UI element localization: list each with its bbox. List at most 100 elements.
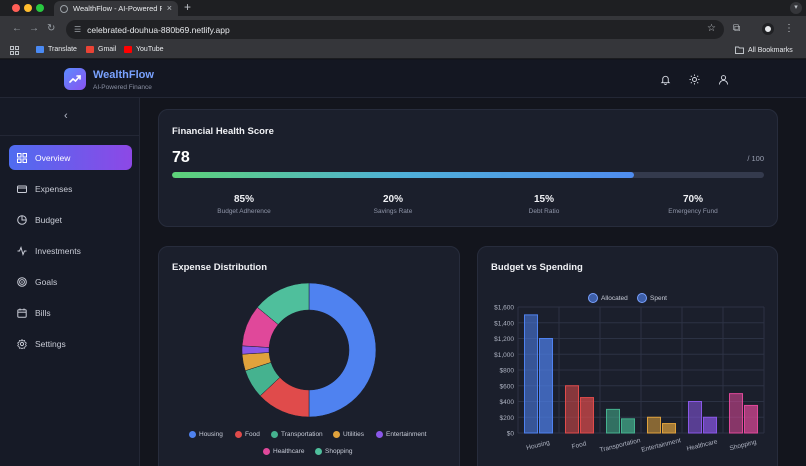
extensions-icon[interactable]: ⧉	[733, 23, 741, 34]
sidebar-item-overview[interactable]: Overview	[9, 145, 132, 170]
card-title: Expense Distribution	[172, 262, 268, 273]
legend-item-food[interactable]: Food	[235, 431, 260, 438]
bookmark-label: Gmail	[98, 46, 117, 53]
bar-entertainment-spent[interactable]	[662, 423, 676, 434]
legend-swatch	[235, 431, 242, 438]
legend-swatch	[263, 448, 270, 455]
bar-housing-allocated[interactable]	[524, 314, 538, 434]
donut-slice-shopping[interactable]	[257, 282, 310, 325]
y-tick-label: $1,200	[494, 336, 514, 343]
bookmark-star-icon[interactable]: ☆	[707, 23, 716, 34]
card-icon	[17, 185, 27, 193]
all-bookmarks[interactable]: All Bookmarks	[735, 46, 793, 54]
new-tab-button[interactable]: +	[184, 0, 192, 14]
target-icon	[17, 276, 27, 287]
legend-item-housing[interactable]: Housing	[189, 431, 223, 438]
bar-transportation-allocated[interactable]	[606, 408, 620, 434]
x-tick-label: Shopping	[729, 439, 758, 453]
legend-item-allocated[interactable]: Allocated	[588, 293, 628, 303]
x-tick-label: Healthcare	[686, 438, 719, 452]
bar-shopping-spent[interactable]	[744, 404, 758, 434]
app-header: WealthFlow AI-Powered Finance	[0, 60, 806, 98]
bookmark-gmail[interactable]: Gmail	[86, 46, 116, 53]
metric-debt-ratio: 15% Debt Ratio	[484, 194, 604, 215]
apps-grid-icon[interactable]	[10, 46, 19, 55]
tab-close-icon[interactable]: ×	[166, 3, 172, 13]
legend-item-transportation[interactable]: Transportation	[271, 431, 323, 438]
window-maximize-button[interactable]	[36, 4, 44, 12]
legend-label: Spent	[650, 294, 667, 302]
reload-icon[interactable]: ↻	[47, 23, 56, 34]
bell-icon[interactable]	[659, 73, 671, 85]
url-text: celebrated-douhua-880b69.netlify.app	[87, 24, 230, 35]
address-bar[interactable]: ☰ celebrated-douhua-880b69.netlify.app ☆	[66, 20, 724, 39]
bar-entertainment-allocated[interactable]	[647, 416, 661, 434]
window-close-button[interactable]	[12, 4, 20, 12]
y-tick-label: $400	[500, 399, 515, 406]
legend-swatch	[333, 431, 340, 438]
site-info-icon[interactable]: ☰	[74, 25, 82, 34]
sidebar-item-investments[interactable]: Investments	[9, 238, 132, 263]
folder-icon	[735, 46, 744, 54]
financial-health-card: Financial Health Score 78 / 100 85% Budg…	[158, 109, 778, 227]
legend-label: Housing	[199, 431, 223, 438]
bookmark-translate[interactable]: Translate	[36, 46, 77, 53]
sidebar-item-goals[interactable]: Goals	[9, 269, 132, 294]
card-title: Financial Health Score	[172, 126, 274, 137]
y-tick-label: $200	[500, 415, 515, 422]
forward-icon[interactable]: →	[29, 23, 39, 34]
donut-slice-housing[interactable]	[308, 282, 377, 418]
window-minimize-button[interactable]	[24, 4, 32, 12]
sidebar-item-budget[interactable]: Budget	[9, 207, 132, 232]
chevron-left-icon[interactable]: ‹	[64, 110, 68, 122]
gmail-icon	[86, 46, 94, 53]
legend-item-entertainment[interactable]: Entertainment	[376, 431, 426, 438]
browser-tab[interactable]: WealthFlow - AI-Powered Pe ×	[54, 1, 178, 16]
sidebar-item-settings[interactable]: Settings	[9, 331, 132, 356]
brand-tagline: AI-Powered Finance	[93, 84, 152, 91]
metric-budget-adherence: 85% Budget Adherence	[184, 194, 304, 215]
legend-label: Entertainment	[386, 431, 427, 438]
metric-label: Emergency Fund	[668, 208, 718, 215]
user-icon[interactable]	[717, 73, 729, 85]
sun-icon[interactable]	[688, 73, 700, 85]
legend-item-healthcare[interactable]: Healthcare	[263, 448, 304, 455]
sidebar-item-label: Investments	[35, 245, 81, 256]
tab-search-icon[interactable]: ▾	[790, 2, 802, 14]
x-tick-label: Housing	[526, 439, 551, 452]
bar-food-spent[interactable]	[580, 397, 594, 434]
sidebar-item-label: Bills	[35, 307, 51, 318]
bookmark-youtube[interactable]: YouTube	[124, 46, 164, 53]
legend-swatch	[189, 431, 196, 438]
legend-item-shopping[interactable]: Shopping	[315, 448, 352, 455]
legend-item-spent[interactable]: Spent	[637, 293, 667, 303]
sidebar-item-bills[interactable]: Bills	[9, 300, 132, 325]
legend-swatch	[315, 448, 322, 455]
more-menu-icon[interactable]: ⋮	[784, 23, 794, 34]
translate-icon	[36, 46, 44, 53]
budget-bar-chart: $0 $200 $400 $600 $800 $1,000 $1,200 $1,400 $1,6…	[494, 305, 765, 454]
sidebar-item-expenses[interactable]: Expenses	[9, 176, 132, 201]
bar-transportation-spent[interactable]	[621, 418, 635, 434]
back-icon[interactable]: ←	[12, 23, 22, 34]
grid-icon	[17, 152, 27, 163]
sidebar-divider	[0, 135, 140, 136]
app-root: WealthFlow AI-Powered Finance ‹ Overview…	[0, 60, 806, 466]
pulse-icon	[17, 245, 27, 256]
bar-food-allocated[interactable]	[565, 385, 579, 434]
legend-item-utilities[interactable]: Utilities	[333, 431, 364, 438]
bar-shopping-allocated[interactable]	[729, 393, 743, 434]
card-title: Budget vs Spending	[491, 262, 583, 273]
bar-healthcare-spent[interactable]	[703, 416, 717, 434]
profile-avatar[interactable]	[762, 23, 774, 35]
browser-toolbar: ← → ↻ ☰ celebrated-douhua-880b69.netlify…	[0, 16, 806, 43]
tab-title: WealthFlow - AI-Powered Pe	[73, 4, 162, 13]
brand-name: WealthFlow	[93, 69, 154, 81]
logo-icon[interactable]	[64, 68, 86, 90]
y-tick-label: $1,000	[494, 352, 514, 359]
bar-housing-spent[interactable]	[539, 338, 553, 434]
y-tick-label: $1,600	[494, 305, 514, 312]
bar-healthcare-allocated[interactable]	[688, 401, 702, 434]
sidebar-item-label: Settings	[35, 338, 66, 349]
legend-label: Healthcare	[273, 448, 305, 455]
